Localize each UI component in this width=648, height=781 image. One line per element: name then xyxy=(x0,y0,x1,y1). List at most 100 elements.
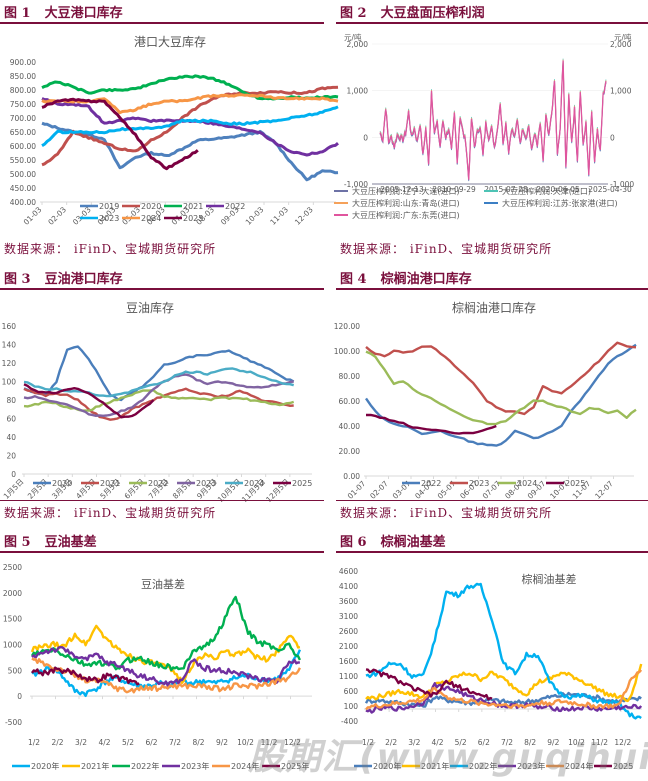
x-tick-label: 11/2 xyxy=(261,738,278,747)
y-tick-label: 850.00 xyxy=(10,72,36,81)
legend-label: 2019 xyxy=(99,202,119,211)
x-tick-label: 12-07 xyxy=(593,479,615,501)
legend-label: 2023年 xyxy=(181,761,209,771)
legend-label: 2024年 xyxy=(565,761,593,771)
legend-label: 大豆压榨利润:江苏:张家港(进口) xyxy=(502,198,618,208)
figure-1-source: 数据来源： iFinD、宝城期货研究所 xyxy=(4,242,217,256)
chart-title: 豆油基差 xyxy=(141,577,185,591)
y-tick-label: 4100 xyxy=(339,582,358,591)
x-tick-label: 10/2 xyxy=(568,738,585,747)
series-line-2023 xyxy=(41,105,339,147)
y-tick-label: 40 xyxy=(6,433,16,442)
legend-label: 大豆压榨利润:山东:青岛(进口) xyxy=(352,198,460,208)
legend-label: 2022 xyxy=(148,479,168,488)
x-tick-label: 4/2 xyxy=(98,738,110,747)
figure-5-panel: 图 5 豆油基差 豆油基差 2500 2000 1500 1000 500 0 -500 1/2 2… xyxy=(0,525,324,780)
legend-label: 2025 xyxy=(565,479,585,488)
figure-2-rule xyxy=(336,22,648,24)
figure-2-panel: 图 2 大豆盘面压榨利润 元/吨 元/吨 2,000 2,000 1,000 1,000 0 0… xyxy=(324,0,648,260)
y-tick-label: 100.00 xyxy=(334,347,360,356)
y-tick-label: 1500 xyxy=(3,615,22,624)
y-tick-label-left: -1,000 xyxy=(344,180,368,189)
figure-4-bottom-rule xyxy=(336,500,648,501)
y-tick-label: 800.00 xyxy=(10,86,36,95)
legend-label: 2024 xyxy=(141,214,161,223)
x-tick-label: 12-03 xyxy=(293,205,315,227)
x-tick-label: 5/2 xyxy=(122,738,134,747)
series-line-2025 xyxy=(41,97,199,171)
figure-5-rule xyxy=(0,551,324,553)
y-tick-label: 100 xyxy=(2,378,17,387)
x-tick-label: 2015-07-28 xyxy=(484,185,528,194)
series-line-4 xyxy=(379,61,607,181)
legend-label: 2025 xyxy=(292,479,312,488)
x-tick-label: 12/2 xyxy=(614,738,631,747)
legend-label: 大豆压榨利润:辽宁:大连(进口) xyxy=(352,186,460,196)
series-line-5 xyxy=(379,60,607,180)
series-line-2021 xyxy=(41,74,339,101)
legend-label: 2025 xyxy=(613,762,633,771)
y-tick-label-right: 2,000 xyxy=(610,40,632,49)
figure-4-title: 图 4 棕榈油港口库存 xyxy=(340,272,472,287)
x-tick-label: 6/2 xyxy=(478,738,490,747)
y-tick-label: 40.00 xyxy=(339,422,361,431)
series-line-2020 xyxy=(41,85,339,167)
figure-4-source: 数据来源： iFinD、宝城期货研究所 xyxy=(340,506,553,520)
y-tick-label: 80.00 xyxy=(339,372,361,381)
y-tick-label: 120.00 xyxy=(334,322,360,331)
series-line-2023 xyxy=(365,341,637,416)
chart-title: 棕榈油港口库存 xyxy=(452,300,536,315)
x-tick-label: 8/2 xyxy=(192,738,204,747)
x-tick-label: 1月5日 xyxy=(2,477,26,501)
series-line-2022年 xyxy=(30,595,301,672)
y-tick-label: 80 xyxy=(6,396,16,405)
legend-label: 2023年 xyxy=(517,761,545,771)
x-tick-label: 11-03 xyxy=(268,205,290,227)
chart-title: 豆油库存 xyxy=(126,300,174,315)
y-tick-label: 750.00 xyxy=(10,100,36,109)
figure-6-title: 图 6 棕榈油基差 xyxy=(340,535,446,550)
legend-label: 2022年 xyxy=(469,761,497,771)
y-tick-label: 600 xyxy=(344,687,359,696)
y-tick-label: 1100 xyxy=(339,672,358,681)
chart-4-palm-oil-port-inventory: 棕榈油港口库存 120.00 100.00 80.00 60.00 40.00 20.00 0… xyxy=(334,300,637,501)
x-tick-label: 2005-12-13 xyxy=(380,185,424,194)
y-tick-label: 2600 xyxy=(339,627,358,636)
x-tick-label: 7/2 xyxy=(501,738,513,747)
y-tick-label: 2000 xyxy=(3,589,22,598)
figure-3-source: 数据来源： iFinD、宝城期货研究所 xyxy=(4,506,217,520)
series-line-2021年 xyxy=(365,663,643,703)
y-tick-label-right: 1,000 xyxy=(610,87,632,96)
y-tick-label: 2500 xyxy=(3,563,22,572)
legend-label: 2023 xyxy=(99,214,119,223)
series-line-2019 xyxy=(41,121,339,182)
y-tick-label: 450.00 xyxy=(10,184,36,193)
figure-4-rule xyxy=(336,288,648,290)
y-tick-label: 900.00 xyxy=(10,58,36,67)
legend-label: 2020 xyxy=(141,202,161,211)
legend-label: 2020 xyxy=(52,479,72,488)
y-tick-label: 0.00 xyxy=(343,472,360,481)
watermark: 股期汇(www.guqihui.cn) xyxy=(248,737,648,778)
y-tick-label: 140 xyxy=(2,341,17,350)
chart-title: 棕榈油基差 xyxy=(522,572,577,586)
x-tick-label: 02-07 xyxy=(368,479,390,501)
legend-label: 2023 xyxy=(469,479,489,488)
legend-label: 2021年 xyxy=(81,761,109,771)
legend-label: 2021 xyxy=(183,202,203,211)
series-line-2022 xyxy=(365,343,637,447)
y-tick-label-right: -1,000 xyxy=(610,180,634,189)
series-line-3 xyxy=(379,59,607,179)
y-tick-label: 60.00 xyxy=(339,397,361,406)
y-tick-label: 500 xyxy=(8,666,23,675)
y-tick-label-left: 1,000 xyxy=(347,87,369,96)
y-tick-label: 550.00 xyxy=(10,156,36,165)
figure-3-rule xyxy=(0,288,324,290)
x-tick-label: 10/2 xyxy=(237,738,254,747)
series-line-2025 xyxy=(23,383,155,419)
figure-2-source: 数据来源： iFinD、宝城期货研究所 xyxy=(340,242,553,256)
series-line-2022 xyxy=(23,389,295,412)
figure-3-title: 图 3 豆油港口库存 xyxy=(4,272,123,287)
